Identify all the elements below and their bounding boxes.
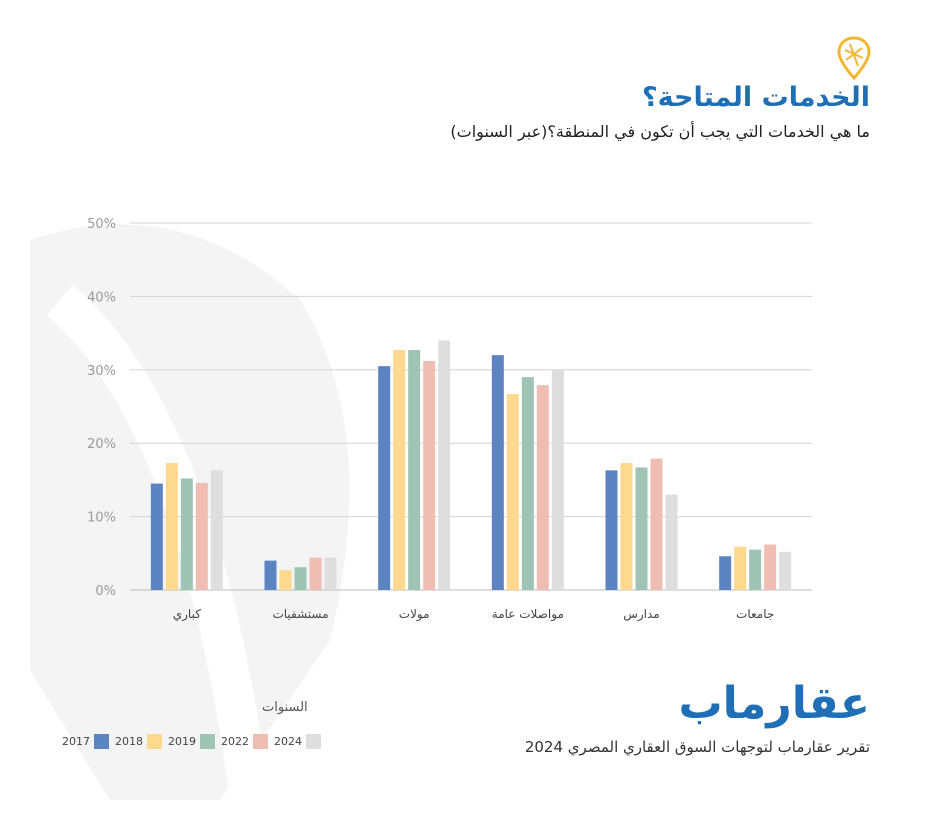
bar — [264, 560, 277, 590]
bar — [551, 369, 564, 590]
legend-item: 2019 — [168, 734, 215, 749]
legend-swatch — [94, 734, 109, 749]
bar — [491, 355, 504, 590]
legend-label: 2018 — [115, 735, 143, 748]
bar — [324, 557, 337, 590]
bar — [423, 360, 436, 590]
x-tick-label: جامعات — [736, 607, 774, 621]
y-tick-label: 10% — [87, 511, 116, 526]
y-tick-label: 40% — [87, 290, 116, 305]
legend-label: 2019 — [168, 735, 196, 748]
legend-label: 2022 — [221, 735, 249, 748]
legend-item: 2018 — [115, 734, 162, 749]
legend-swatch — [200, 734, 215, 749]
y-tick-label: 0% — [95, 584, 116, 599]
bar — [438, 340, 451, 590]
legend-title: السنوات — [262, 700, 308, 715]
x-tick-label: كباري — [173, 607, 201, 622]
bar — [393, 349, 406, 590]
legend-swatch — [306, 734, 321, 749]
bar — [650, 458, 663, 590]
x-tick-label: مولات — [399, 607, 430, 622]
bar — [150, 483, 163, 590]
bar — [180, 478, 193, 590]
legend-item: 2024 — [274, 734, 321, 749]
legend-label: 2017 — [62, 735, 90, 748]
bar — [779, 551, 792, 590]
bar — [665, 494, 678, 590]
bar — [506, 394, 519, 590]
bar — [620, 463, 633, 590]
map-pin-icon — [837, 36, 871, 80]
report-caption: تقرير عقارماب لتوجهات السوق العقاري المص… — [524, 738, 870, 756]
bar — [408, 349, 421, 590]
bar — [521, 377, 534, 590]
legend-swatch — [147, 734, 162, 749]
legend-swatch — [253, 734, 268, 749]
page-subtitle: ما هي الخدمات التي يجب أن تكون في المنطق… — [450, 122, 870, 141]
x-tick-label: مواصلات عامة — [492, 607, 564, 622]
bar — [165, 463, 178, 590]
legend-item: 2022 — [221, 734, 268, 749]
legend-item: 2017 — [62, 734, 109, 749]
bar — [635, 467, 648, 590]
legend-label: 2024 — [274, 735, 302, 748]
brand-logo-text: عقارماب — [678, 678, 870, 729]
bar — [378, 366, 391, 590]
bar — [294, 567, 307, 590]
bar — [605, 470, 618, 590]
y-tick-label: 30% — [87, 364, 116, 379]
bar — [309, 557, 322, 590]
legend: 2017 2018 2019 2022 2024 — [62, 734, 327, 749]
bar — [719, 556, 732, 590]
bar — [210, 470, 223, 590]
bar — [279, 570, 292, 590]
bar — [195, 482, 208, 590]
y-tick-label: 20% — [87, 437, 116, 452]
x-tick-label: مستشفيات — [272, 607, 328, 621]
page-title: الخدمات المتاحة؟ — [642, 82, 870, 113]
bar — [749, 549, 762, 590]
y-tick-label: 50% — [87, 217, 116, 232]
bar — [536, 385, 549, 590]
x-tick-label: مدارس — [623, 607, 660, 622]
bar — [764, 544, 777, 590]
bar — [734, 546, 747, 590]
